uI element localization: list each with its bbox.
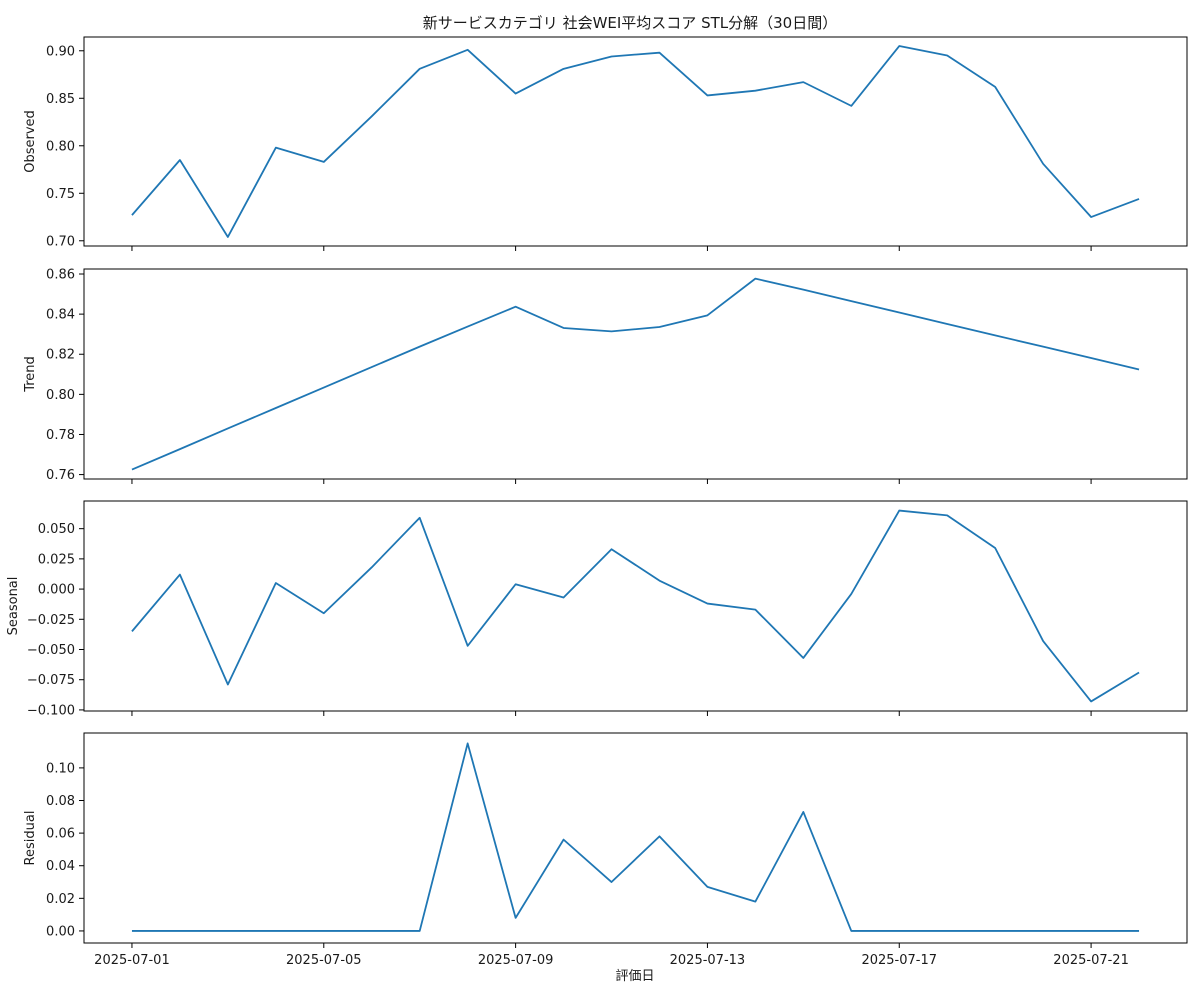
seasonal-y-tick-label: 0.050 — [38, 522, 75, 537]
seasonal-y-tick-label: −0.050 — [27, 643, 75, 658]
trend-panel: 0.76 0.78 0.80 0.82 0.84 0.86 Trend — [23, 268, 1188, 484]
observed-y-tick-label: 0.85 — [46, 92, 75, 107]
x-tick-label: 2025-07-01 — [94, 953, 170, 968]
residual-y-axis-label: Residual — [23, 811, 38, 866]
seasonal-y-tick-label: −0.075 — [27, 673, 75, 688]
residual-y-tick-label: 0.08 — [46, 794, 75, 809]
residual-panel: 0.00 0.02 0.04 0.06 0.08 0.10 2025-07-01 2025-0… — [23, 732, 1188, 968]
x-axis-label: 評価日 — [615, 969, 654, 984]
observed-panel: 0.70 0.75 0.80 0.85 0.90 Observed — [23, 36, 1188, 251]
residual-y-tick-label: 0.00 — [46, 924, 75, 939]
residual-y-tick-label: 0.06 — [46, 827, 75, 842]
observed-y-tick-label: 0.75 — [46, 187, 75, 202]
trend-y-tick-label: 0.84 — [46, 308, 75, 323]
trend-y-tick-label: 0.80 — [46, 388, 75, 403]
residual-y-tick-label: 0.04 — [46, 859, 75, 874]
residual-y-tick-label: 0.10 — [46, 761, 75, 776]
x-tick-label: 2025-07-21 — [1053, 953, 1129, 968]
observed-plot-frame — [83, 36, 1188, 247]
observed-y-tick-label: 0.70 — [46, 234, 75, 249]
x-tick-label: 2025-07-05 — [286, 953, 362, 968]
trend-y-tick-label: 0.82 — [46, 348, 75, 363]
x-tick-label: 2025-07-09 — [478, 953, 554, 968]
observed-y-tick-label: 0.80 — [46, 139, 75, 154]
x-tick-label: 2025-07-13 — [670, 953, 746, 968]
seasonal-series-line — [131, 509, 1140, 703]
seasonal-y-axis-label: Seasonal — [6, 577, 21, 636]
trend-series-line — [131, 277, 1140, 471]
trend-y-tick-label: 0.76 — [46, 468, 75, 483]
seasonal-plot-frame — [83, 500, 1188, 712]
observed-y-tick-label: 0.90 — [46, 44, 75, 59]
seasonal-y-tick-label: −0.100 — [27, 703, 75, 718]
figure-title: 新サービスカテゴリ 社会WEI平均スコア STL分解（30日間） — [423, 14, 837, 32]
trend-plot-frame — [83, 268, 1188, 480]
x-tick-label: 2025-07-17 — [861, 953, 937, 968]
trend-y-tick-label: 0.86 — [46, 268, 75, 283]
observed-series-line — [131, 45, 1140, 238]
residual-plot-frame — [83, 732, 1188, 944]
seasonal-y-tick-label: −0.025 — [27, 613, 75, 628]
seasonal-panel: −0.100 −0.075 −0.050 −0.025 0.000 0.025 0.050 S… — [6, 500, 1188, 718]
seasonal-y-tick-label: 0.000 — [38, 583, 75, 598]
residual-series-line — [131, 742, 1140, 932]
observed-y-axis-label: Observed — [23, 110, 38, 173]
subplot-panels: 0.70 0.75 0.80 0.85 0.90 Observed 0.76 0.78 0.80… — [6, 36, 1188, 968]
seasonal-y-tick-label: 0.025 — [38, 552, 75, 567]
trend-y-tick-label: 0.78 — [46, 428, 75, 443]
trend-y-axis-label: Trend — [23, 356, 38, 393]
residual-y-tick-label: 0.02 — [46, 892, 75, 907]
